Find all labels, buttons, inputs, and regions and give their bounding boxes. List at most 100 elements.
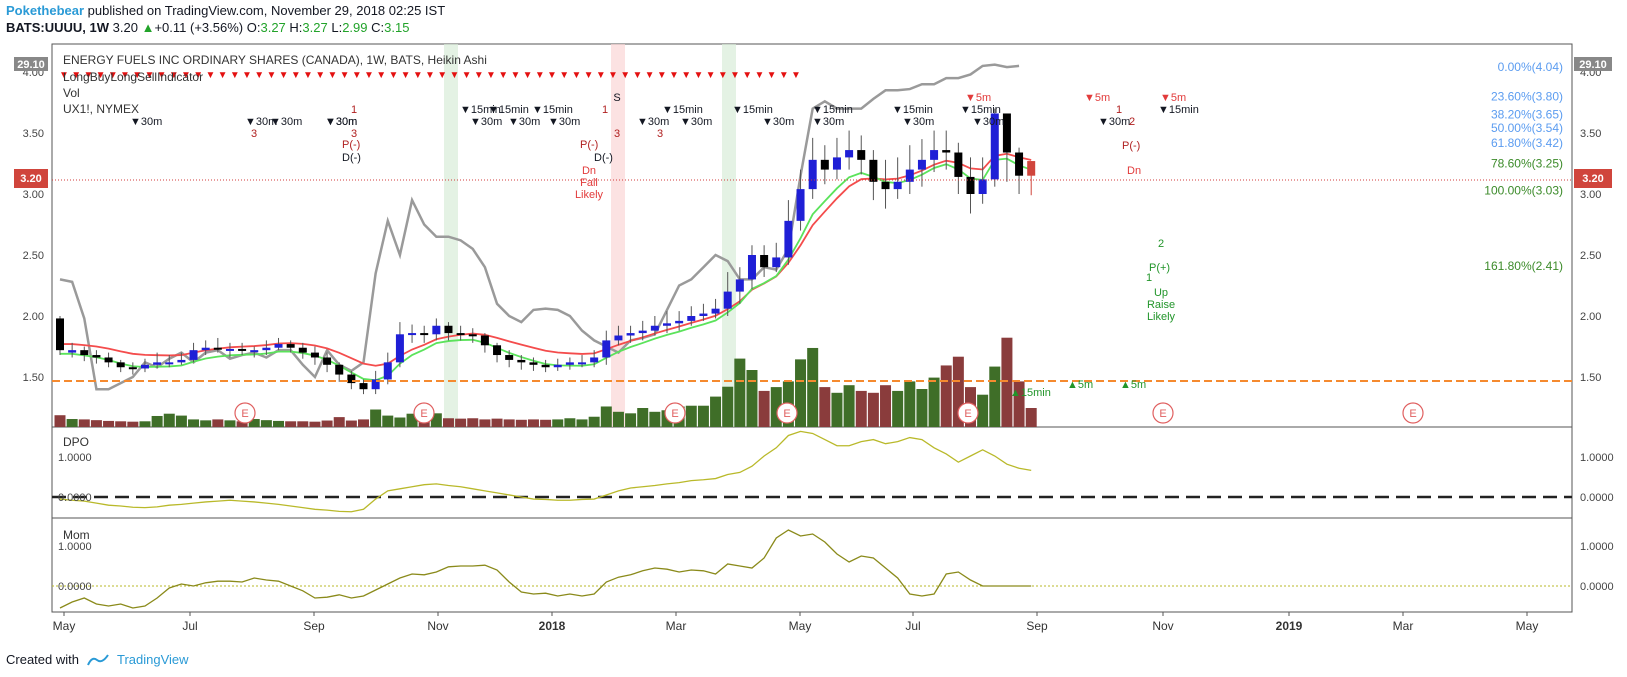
earnings-icon [1402,402,1424,424]
volume-bar [600,406,612,427]
left-price-tick: 3.50 [23,128,44,140]
candle-body [213,347,222,350]
fib-labels: 0.00%(4.04) 23.60%(3.80) 38.20%(3.65)50.00… [1484,60,1563,273]
chart-title: ENERGY FUELS INC ORDINARY SHARES (CANADA… [63,53,487,67]
right-price-tick: 1.50 [1580,372,1601,384]
num-label: 3 [351,128,357,140]
candle-body [845,150,854,158]
price-axis: 4.00 4.003.50 3.503.00 3.002.50 2.502.00 2.00… [14,57,1612,384]
sell-arrow-icon: ▼ [193,70,203,81]
up-arrow-icon: ▲ [141,20,155,35]
candle-body [517,359,526,363]
volume-bar [54,415,66,427]
mom-series-line [59,529,1032,609]
volume-bar [406,413,418,427]
candle-body [663,323,671,326]
p-plus-label: P(+) [1149,262,1170,274]
mom-tick-left: 1.0000 [58,541,92,553]
published-text: published on TradingView.com, November 2… [84,3,446,18]
num-label: 1 [1116,104,1122,116]
sell-arrow-icon: ▼ [144,70,154,81]
signal-label: ▼15min [732,104,773,116]
candle-body [456,333,465,336]
candle-body [480,335,489,346]
earnings-icon [957,402,979,424]
volume-bar [163,413,175,427]
candle-body [541,364,550,368]
sell-arrow-icon: ▼ [718,70,728,81]
signal-label: ▼30m [972,116,1004,128]
sell-arrow-icon: ▼ [620,70,630,81]
sell-arrow-icon: ▼ [449,70,459,81]
candle-body [80,350,89,356]
time-tick-label: May [53,619,76,633]
right-price-tick: 2.50 [1580,250,1601,262]
candle-body [310,352,319,358]
candle-body [262,347,271,351]
candle-body [820,159,829,170]
dpo-pane: DPO [52,430,1572,513]
last-price-badge [1574,169,1612,188]
volume-bar [188,419,200,427]
oscillator-axis: 1.0000 1.0000 0.0000 0.0000 1.0000 1.0000 0.00… [58,452,1614,593]
earnings-label: E [671,408,678,420]
signal-label: ▼5m [965,92,991,104]
volume-bar [952,356,964,427]
sell-arrow-icon: ▼ [779,70,789,81]
sell-arrow-icon: ▼ [413,70,423,81]
candle-body [153,362,162,365]
sell-arrow-icon: ▼ [681,70,691,81]
p-minus-label: P(-) [1122,140,1140,152]
volume-bar [370,409,382,427]
highlight-bands [444,44,736,427]
candle-body [359,383,368,390]
fib-level-label: 61.80%(3.42) [1491,136,1563,150]
volume-bar [455,418,467,427]
earnings-label: E [420,408,427,420]
time-tick-label: Nov [1152,619,1173,633]
fib-level-label: 50.00%(3.54) [1491,121,1563,135]
candle-body [930,150,939,160]
volume-bar [685,405,697,427]
signal-label: ▼15min [1158,104,1199,116]
tradingview-link[interactable]: TradingView [116,652,189,667]
candle-body [189,350,198,360]
indicator-label: LongBuyLongSellIndicator [63,70,203,84]
num-label: 1 [602,104,608,116]
publish-header: Pokethebear published on TradingView.com… [6,3,445,18]
candle-body [505,355,514,360]
candle-body [905,169,914,182]
candle-body [650,325,659,331]
candle-body [808,159,817,190]
author-link[interactable]: Pokethebear [6,3,85,18]
p-minus-label: P(-) [342,139,360,151]
candle-body [432,325,441,335]
candle-body [1002,113,1011,153]
volume-bar [66,419,78,427]
volume-bar [1013,381,1025,427]
right-price-tick: 3.50 [1580,128,1601,140]
candle-body [335,364,344,375]
candle-body [784,220,793,258]
volume-bar [503,419,515,427]
right-price-tick: 2.00 [1580,311,1601,323]
candle-body [128,367,137,370]
high-value: 3.27 [302,20,328,35]
sell-arrow-icon: ▼ [120,70,130,81]
sell-arrow-icon: ▼ [96,70,106,81]
p-minus-label: P(-) [580,139,598,151]
volume-bar [491,418,503,427]
candle-body [383,362,392,380]
num-label: 3 [657,128,663,140]
candle-body [274,344,283,348]
volume-bar [977,394,989,427]
signal-label: ▼30m [548,116,580,128]
volume-bar [867,392,879,427]
volume-bar [139,421,151,427]
candle-body [529,362,538,365]
num-label: 3 [614,128,620,140]
ux-price-badge-text: 29.10 [17,59,45,71]
sell-arrow-icon: ▼ [401,70,411,81]
